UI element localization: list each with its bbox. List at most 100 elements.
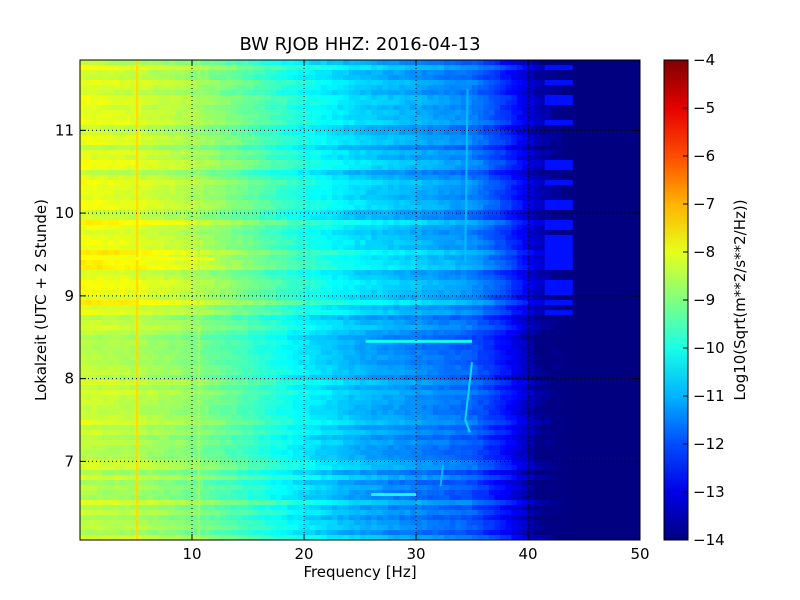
heat-cell — [438, 220, 445, 226]
heat-cell — [343, 270, 350, 276]
heat-cell — [108, 95, 114, 101]
heat-cell — [348, 220, 355, 226]
heat-cell — [477, 200, 484, 206]
heat-cell — [376, 85, 383, 91]
heat-cell — [572, 160, 579, 166]
heat-cell — [214, 80, 221, 86]
heat-cell — [427, 235, 434, 241]
heat-cell — [169, 160, 176, 166]
heat-cell — [136, 220, 142, 226]
heat-cell — [164, 195, 170, 201]
heat-cell — [595, 215, 602, 221]
heat-cell — [270, 245, 277, 251]
heat-cell — [309, 255, 316, 261]
heat-cell — [180, 195, 187, 201]
heat-cell — [152, 150, 159, 156]
heat-cell — [589, 75, 596, 81]
heat-cell — [332, 260, 338, 266]
heat-cell — [315, 160, 322, 166]
heat-cell — [539, 295, 546, 301]
heat-cell — [455, 75, 462, 81]
heat-cell — [208, 125, 215, 131]
heat-cell — [270, 60, 277, 66]
heat-cell — [119, 275, 126, 281]
heat-cell — [483, 250, 490, 256]
heat-cell — [371, 195, 378, 201]
heat-cell — [388, 90, 394, 96]
heat-cell — [533, 80, 540, 86]
heat-cell — [208, 295, 215, 301]
heat-cell — [298, 140, 305, 146]
heat-cell — [623, 125, 630, 131]
heat-cell — [164, 80, 170, 86]
heat-cell — [315, 70, 322, 76]
heat-cell — [522, 105, 529, 111]
heat-cell — [292, 200, 299, 206]
heat-cell — [85, 70, 92, 76]
heat-cell — [348, 140, 355, 146]
heat-cell — [259, 190, 266, 196]
heat-cell — [455, 175, 462, 181]
heat-cell — [589, 195, 596, 201]
heat-cell — [606, 170, 613, 176]
heat-cell — [158, 135, 165, 141]
heat-cell — [102, 95, 109, 101]
heat-cell — [175, 245, 182, 251]
heat-cell — [455, 230, 462, 236]
heat-cell — [516, 190, 523, 196]
heat-cell — [348, 130, 355, 136]
heat-cell — [287, 120, 294, 126]
heat-cell — [113, 115, 120, 121]
heat-cell — [516, 235, 523, 241]
heat-cell — [556, 240, 562, 246]
heat-cell — [136, 160, 142, 166]
heat-cell — [214, 290, 221, 296]
heat-cell — [623, 90, 630, 96]
heat-cell — [500, 240, 506, 246]
heat-cell — [276, 240, 282, 246]
heat-cell — [292, 120, 299, 126]
heat-cell — [528, 130, 534, 136]
heat-cell — [102, 180, 109, 186]
heat-cell — [208, 155, 215, 161]
heat-cell — [528, 80, 534, 86]
heat-cell — [427, 110, 434, 116]
heat-cell — [421, 185, 428, 191]
heat-cell — [214, 300, 221, 306]
heat-cell — [416, 230, 422, 236]
heat-cell — [197, 220, 204, 226]
heat-cell — [80, 175, 86, 181]
heat-cell — [281, 260, 288, 266]
heat-cell — [617, 80, 624, 86]
heat-cell — [91, 190, 98, 196]
heat-cell — [80, 250, 86, 256]
heat-cell — [326, 260, 333, 266]
heat-cell — [236, 290, 243, 296]
heat-cell — [253, 280, 260, 286]
heat-cell — [393, 75, 400, 81]
heat-cell — [561, 120, 568, 126]
heat-cell — [292, 130, 299, 136]
heat-cell — [253, 125, 260, 131]
heat-cell — [236, 240, 243, 246]
heat-cell — [96, 285, 103, 291]
heat-cell — [561, 125, 568, 131]
heat-cell — [348, 295, 355, 301]
heat-cell — [270, 175, 277, 181]
heat-cell — [466, 195, 473, 201]
heat-cell — [253, 245, 260, 251]
heat-cell — [455, 255, 462, 261]
heat-cell — [80, 125, 86, 131]
heat-cell — [466, 110, 473, 116]
heat-cell — [544, 145, 551, 151]
heat-cell — [220, 260, 226, 266]
heat-cell — [578, 215, 585, 221]
heat-cell — [169, 290, 176, 296]
heat-cell — [505, 220, 512, 226]
heat-cell — [152, 130, 159, 136]
heat-cell — [197, 110, 204, 116]
heat-cell — [225, 250, 232, 256]
heat-cell — [124, 300, 131, 306]
heat-cell — [516, 270, 523, 276]
